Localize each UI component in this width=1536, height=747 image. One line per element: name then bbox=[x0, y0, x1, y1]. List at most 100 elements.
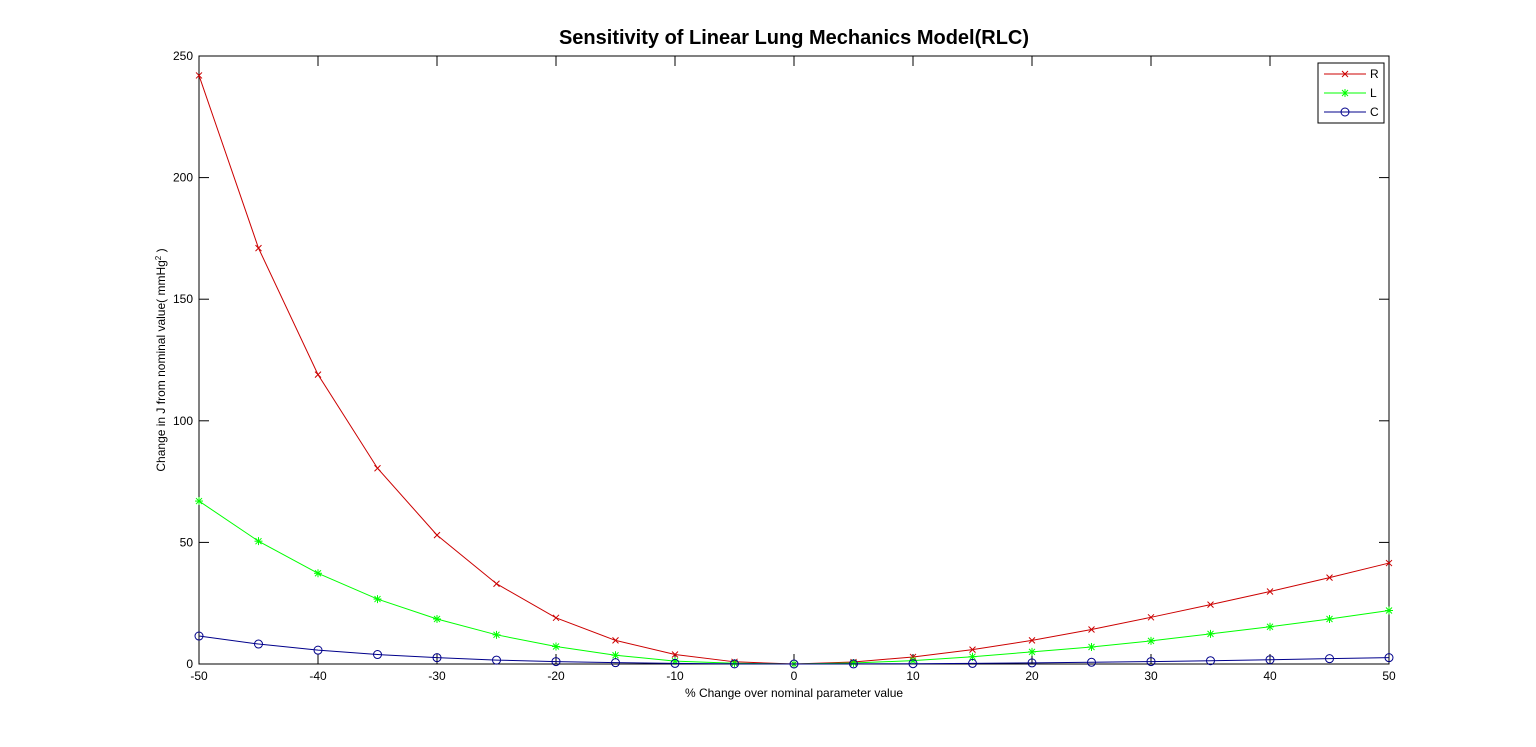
data-point bbox=[1027, 658, 1037, 668]
data-point bbox=[1088, 626, 1095, 633]
data-point bbox=[492, 655, 501, 665]
data-point-stroke bbox=[1326, 615, 1333, 623]
data-point bbox=[313, 645, 323, 655]
data-point bbox=[1385, 559, 1393, 567]
data-point-stroke bbox=[1385, 559, 1393, 567]
data-point-stroke bbox=[671, 651, 679, 658]
y-tick-label: 200 bbox=[173, 171, 193, 185]
data-point-stroke bbox=[255, 537, 262, 545]
data-point bbox=[1266, 588, 1274, 595]
data-point bbox=[969, 646, 976, 654]
data-point-stroke bbox=[1207, 601, 1214, 609]
data-point bbox=[1028, 637, 1036, 644]
data-point bbox=[1147, 636, 1155, 645]
data-point bbox=[552, 614, 560, 622]
data-point-stroke bbox=[493, 631, 500, 639]
data-point bbox=[433, 615, 441, 624]
data-point bbox=[314, 371, 322, 378]
legend: RLC bbox=[1317, 62, 1385, 124]
data-point-stroke bbox=[1207, 630, 1214, 638]
legend-entry-L: L bbox=[1324, 86, 1377, 100]
data-point bbox=[374, 464, 381, 472]
data-point-stroke bbox=[1266, 623, 1274, 631]
data-point bbox=[314, 569, 322, 578]
data-point bbox=[670, 658, 680, 668]
data-point bbox=[730, 659, 739, 669]
data-point bbox=[730, 659, 739, 668]
y-tick-label: 0 bbox=[186, 657, 193, 671]
x-tick-label: 50 bbox=[1382, 669, 1396, 683]
data-point-stroke bbox=[552, 643, 560, 650]
data-point-stroke bbox=[195, 72, 203, 79]
data-point bbox=[968, 658, 977, 668]
data-point bbox=[493, 580, 500, 588]
y-axis-label-suffix: ) bbox=[154, 248, 168, 255]
axis-tick-labels: -50 -40 -30 -20 -10 0 10 20 30 40 50 0 50 100 150 200 25… bbox=[173, 49, 1396, 683]
data-point-stroke bbox=[1147, 613, 1155, 621]
data-point-stroke bbox=[1147, 637, 1155, 645]
data-point bbox=[551, 657, 561, 667]
x-tick-label: -40 bbox=[309, 669, 327, 683]
data-point bbox=[1325, 654, 1334, 664]
data-point-stroke bbox=[1326, 574, 1333, 582]
data-point-stroke bbox=[1088, 643, 1095, 651]
y-axis-label: Change in J from nominal value( mmHg2 ) bbox=[154, 248, 169, 471]
data-point-stroke bbox=[1341, 89, 1349, 97]
data-point bbox=[612, 637, 619, 644]
data-point-stroke bbox=[731, 659, 738, 667]
data-point bbox=[432, 653, 442, 663]
x-tick-label: -50 bbox=[190, 669, 208, 683]
data-point-stroke bbox=[195, 497, 203, 505]
series-layer bbox=[194, 72, 1394, 669]
data-point-stroke bbox=[612, 651, 619, 659]
x-tick-label: 40 bbox=[1263, 669, 1277, 683]
y-axis-label-superscript: 2 bbox=[154, 255, 163, 260]
data-point bbox=[1385, 606, 1393, 615]
legend-entry-C: C bbox=[1324, 105, 1379, 119]
data-point bbox=[373, 595, 382, 604]
data-point-stroke bbox=[314, 371, 322, 378]
data-point-stroke bbox=[314, 569, 322, 577]
series-C bbox=[194, 631, 1394, 669]
data-point bbox=[671, 651, 679, 658]
data-point-stroke bbox=[1385, 607, 1393, 614]
legend-label: R bbox=[1370, 67, 1379, 81]
data-point bbox=[1028, 647, 1036, 656]
x-tick-label: -30 bbox=[428, 669, 446, 683]
data-point-stroke bbox=[374, 464, 381, 472]
data-point bbox=[195, 72, 203, 79]
data-point bbox=[1266, 622, 1274, 631]
data-point bbox=[849, 659, 858, 668]
data-point bbox=[1087, 657, 1096, 667]
data-point-stroke bbox=[1266, 588, 1274, 595]
data-point bbox=[254, 639, 263, 649]
data-point-stroke bbox=[1028, 637, 1036, 644]
data-point bbox=[1341, 70, 1349, 78]
data-point-stroke bbox=[969, 646, 976, 654]
x-tick-label: -20 bbox=[547, 669, 565, 683]
data-point bbox=[1326, 574, 1333, 582]
data-point bbox=[552, 642, 560, 651]
data-point bbox=[195, 497, 203, 506]
data-point bbox=[1265, 655, 1275, 665]
data-point bbox=[908, 659, 918, 669]
data-point-stroke bbox=[1028, 648, 1036, 656]
data-point bbox=[194, 631, 204, 641]
data-point bbox=[789, 659, 799, 669]
data-point bbox=[1325, 615, 1334, 624]
legend-label: C bbox=[1370, 105, 1379, 119]
data-point bbox=[1341, 89, 1349, 97]
data-point bbox=[849, 659, 858, 669]
data-point bbox=[611, 651, 620, 660]
data-point bbox=[255, 244, 262, 252]
data-point-stroke bbox=[612, 637, 619, 644]
chart-title: Sensitivity of Linear Lung Mechanics Mod… bbox=[559, 27, 1029, 49]
data-point bbox=[1340, 107, 1350, 117]
y-tick-label: 150 bbox=[173, 292, 193, 306]
data-point bbox=[1206, 629, 1215, 638]
data-point-stroke bbox=[969, 653, 976, 661]
data-point-stroke bbox=[552, 614, 560, 622]
x-tick-label: 30 bbox=[1144, 669, 1158, 683]
